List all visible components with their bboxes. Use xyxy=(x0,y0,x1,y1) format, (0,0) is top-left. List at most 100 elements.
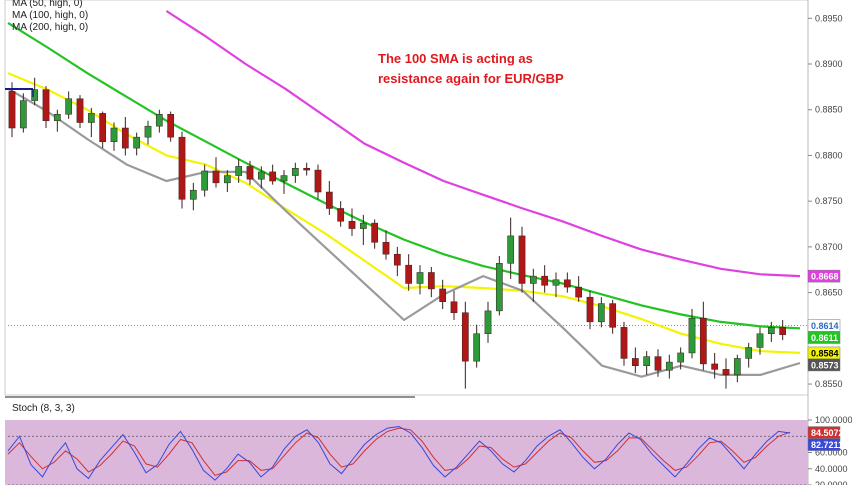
stoch-tick-label: 60.0000 xyxy=(815,448,848,458)
price-badge-text: 0.8584 xyxy=(811,348,839,358)
ma-line-200 xyxy=(7,21,801,330)
candle-up xyxy=(291,167,299,176)
annotation-line-2: resistance again for EUR/GBP xyxy=(378,71,564,86)
candle-down xyxy=(711,363,719,370)
candle-down xyxy=(699,317,707,365)
ma-line-magenta xyxy=(165,10,801,278)
candle-down xyxy=(393,253,401,266)
price-tick-label: 0.8850 xyxy=(815,105,843,115)
candle-up xyxy=(144,125,152,138)
ma-line-100 xyxy=(7,72,801,354)
price-axis-ticks: 0.8950 0.8900 0.8850 0.8800 0.8750 0.8700 0.86… xyxy=(808,13,852,485)
annotation-line-1: The 100 SMA is acting as xyxy=(378,51,533,66)
legend-ma100: MA (100, high, 0) xyxy=(12,10,88,21)
candle-up xyxy=(110,127,118,142)
candle-down xyxy=(325,191,333,209)
candle-down xyxy=(450,301,458,313)
stoch-tick-label: 100.0000 xyxy=(815,415,852,425)
candle-up xyxy=(745,347,753,359)
stoch-badge-text: 82.7211 xyxy=(811,440,843,450)
candle-down xyxy=(654,356,662,371)
price-badge xyxy=(807,331,841,344)
candle-up xyxy=(189,189,197,200)
candle-up xyxy=(359,222,367,229)
legend-ma200: MA (200, high, 0) xyxy=(12,22,88,33)
candle-down xyxy=(212,170,220,184)
candle-down xyxy=(631,358,639,366)
price-tick-label: 0.8750 xyxy=(815,196,843,206)
candle-down xyxy=(575,286,583,298)
candle-up xyxy=(53,114,61,121)
candles xyxy=(8,77,787,389)
candle-up xyxy=(257,171,265,180)
candle-down xyxy=(405,264,413,284)
candle-up xyxy=(733,358,741,376)
candle-up xyxy=(31,89,39,101)
candle-down xyxy=(563,279,571,288)
candle-up xyxy=(484,310,492,334)
candle-down xyxy=(439,288,447,302)
candle-up xyxy=(87,113,95,123)
candle-down xyxy=(76,98,84,123)
candle-up xyxy=(688,317,696,354)
stoch-k-line xyxy=(7,425,791,481)
price-badge xyxy=(807,358,841,372)
price-tick-label: 0.8800 xyxy=(815,150,843,160)
stoch-badge xyxy=(807,438,841,451)
price-axis-badges: 0.8668 0.8614 0.8611 0.8584 0.8573 84.5072 82.… xyxy=(807,269,844,451)
candle-down xyxy=(586,296,594,323)
candle-up xyxy=(416,272,424,284)
candle-down xyxy=(541,275,549,286)
price-tick-label: 0.8950 xyxy=(815,13,843,23)
price-badge-text: 0.8611 xyxy=(811,333,838,343)
candle-down xyxy=(371,222,379,243)
candle-up xyxy=(495,263,503,312)
legend-ma50: MA (50, high, 0) xyxy=(12,0,83,9)
price-tick-label: 0.8650 xyxy=(815,288,843,298)
candle-up xyxy=(473,333,481,362)
candle-up xyxy=(677,352,685,363)
candle-down xyxy=(269,171,277,182)
candle-down xyxy=(42,89,50,121)
candle-up xyxy=(155,114,163,127)
price-grid xyxy=(8,325,808,485)
stoch-d-line xyxy=(7,427,791,476)
stoch-tick-label: 40.0000 xyxy=(815,464,848,474)
candle-down xyxy=(337,208,345,222)
candle-up xyxy=(201,170,209,191)
candle-down xyxy=(518,235,526,284)
candle-up xyxy=(529,275,537,284)
candle-up xyxy=(665,361,673,371)
candle-down xyxy=(8,91,16,129)
stoch-badge-text: 84.5072 xyxy=(811,428,844,438)
price-badge-text: 0.8668 xyxy=(811,272,839,282)
price-badge xyxy=(807,269,841,283)
candle-up xyxy=(767,327,775,334)
price-tick-label: 0.8550 xyxy=(815,379,843,389)
candle-down xyxy=(382,242,390,255)
candle-down xyxy=(609,303,617,328)
candle-down xyxy=(99,113,107,142)
price-tick-label: 0.8700 xyxy=(815,242,843,252)
candle-down xyxy=(303,167,311,171)
stoch-label: Stoch (8, 3, 3) xyxy=(12,403,75,414)
candle-down xyxy=(779,327,787,335)
candle-up xyxy=(597,303,605,323)
candle-down xyxy=(427,272,435,290)
candle-down xyxy=(722,369,730,376)
price-tick-label: 0.8900 xyxy=(815,59,843,69)
candle-up xyxy=(280,175,288,182)
price-badge-text: 0.8573 xyxy=(811,360,839,370)
candle-up xyxy=(223,175,231,184)
candle-up xyxy=(552,279,560,286)
candle-up xyxy=(756,333,764,348)
candle-down xyxy=(121,127,129,149)
candle-down xyxy=(348,221,356,229)
candle-down xyxy=(461,312,469,362)
candle-down xyxy=(167,114,175,138)
price-badge-text: 0.8614 xyxy=(811,321,839,331)
candle-down xyxy=(620,327,628,359)
stoch-panel-background xyxy=(5,420,808,485)
candle-up xyxy=(19,100,27,129)
